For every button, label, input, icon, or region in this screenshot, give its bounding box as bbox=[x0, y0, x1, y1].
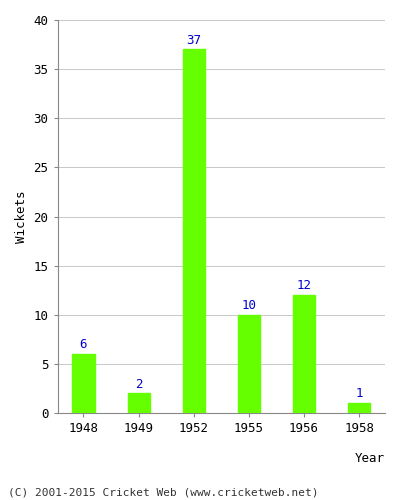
Text: 6: 6 bbox=[80, 338, 87, 351]
Text: 37: 37 bbox=[186, 34, 201, 46]
Bar bbox=[348, 404, 370, 413]
Text: (C) 2001-2015 Cricket Web (www.cricketweb.net): (C) 2001-2015 Cricket Web (www.cricketwe… bbox=[8, 488, 318, 498]
Bar bbox=[72, 354, 94, 413]
Y-axis label: Wickets: Wickets bbox=[15, 190, 28, 243]
Bar bbox=[128, 394, 150, 413]
Bar bbox=[183, 50, 205, 413]
Text: 10: 10 bbox=[241, 299, 256, 312]
Bar bbox=[238, 315, 260, 413]
Text: 12: 12 bbox=[296, 279, 312, 292]
Text: 2: 2 bbox=[135, 378, 142, 390]
Text: Year: Year bbox=[355, 452, 385, 465]
Bar bbox=[293, 295, 315, 413]
Text: 1: 1 bbox=[355, 388, 363, 400]
